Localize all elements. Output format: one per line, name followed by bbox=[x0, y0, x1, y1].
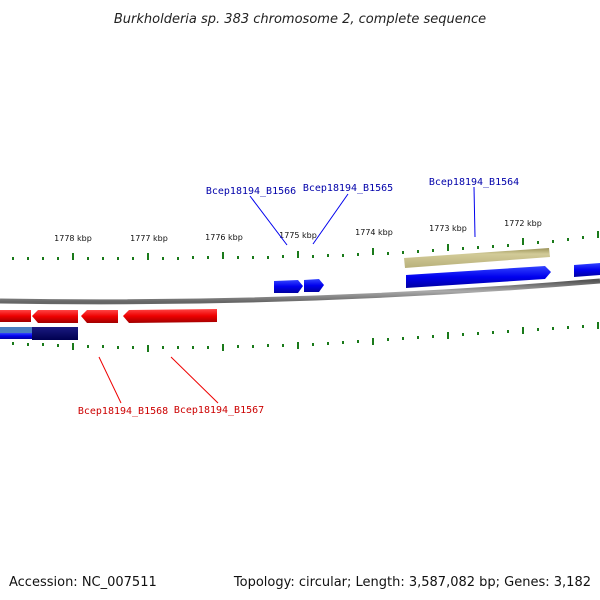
gene-navy[interactable] bbox=[32, 327, 78, 340]
gene-red-2[interactable] bbox=[32, 310, 78, 323]
gene-bcep18194-b1568[interactable] bbox=[81, 310, 118, 323]
leader-line-b1566 bbox=[249, 195, 288, 246]
accession-text: Accession: NC_007511 bbox=[9, 575, 157, 590]
khaki-feature[interactable] bbox=[404, 248, 550, 268]
gene-label-b1565[interactable]: Bcep18194_B1565 bbox=[303, 183, 393, 194]
gene-partial-right[interactable] bbox=[574, 263, 600, 277]
upper-minor-ticks bbox=[12, 231, 599, 260]
scale-label-1773: 1773 kbp bbox=[429, 224, 467, 233]
scale-label-1777: 1777 kbp bbox=[130, 234, 168, 243]
gene-label-b1567[interactable]: Bcep18194_B1567 bbox=[174, 405, 264, 416]
gene-bcep18194-b1567[interactable] bbox=[123, 309, 217, 323]
gene-label-b1568[interactable]: Bcep18194_B1568 bbox=[78, 406, 168, 417]
reverse-gene-labels: Bcep18194_B1568 Bcep18194_B1567 bbox=[78, 356, 264, 417]
gene-partial-left-red[interactable] bbox=[0, 310, 31, 322]
reverse-strand-features bbox=[0, 309, 217, 340]
leader-line-b1568 bbox=[98, 356, 122, 404]
scale-label-1775: 1775 kbp bbox=[279, 231, 317, 240]
leader-line-b1567 bbox=[170, 356, 219, 404]
gene-blue-lower[interactable] bbox=[0, 333, 33, 339]
chromosome-backbone bbox=[0, 278, 600, 305]
lower-tick-track bbox=[12, 322, 599, 352]
genome-summary-text: Topology: circular; Length: 3,587,082 bp… bbox=[233, 575, 591, 590]
gene-light-blue[interactable] bbox=[0, 327, 33, 333]
forward-strand-features bbox=[274, 248, 600, 293]
scale-label-1778: 1778 kbp bbox=[54, 234, 92, 243]
map-title: Burkholderia sp. 383 chromosome 2, compl… bbox=[114, 12, 486, 27]
gene-bcep18194-b1565[interactable] bbox=[304, 279, 324, 292]
forward-gene-labels: Bcep18194_B1566 Bcep18194_B1565 Bcep1819… bbox=[206, 177, 519, 246]
gene-label-b1564[interactable]: Bcep18194_B1564 bbox=[429, 177, 519, 188]
scale-label-1772: 1772 kbp bbox=[504, 219, 542, 228]
scale-label-1776: 1776 kbp bbox=[205, 233, 243, 242]
gene-bcep18194-b1566[interactable] bbox=[274, 280, 303, 293]
gene-bcep18194-b1564[interactable] bbox=[406, 266, 551, 288]
scale-label-1774: 1774 kbp bbox=[355, 228, 393, 237]
upper-tick-track: 1778 kbp 1777 kbp 1776 kbp 1775 kbp 1774… bbox=[12, 219, 599, 260]
leader-line-b1565 bbox=[312, 193, 349, 245]
gene-label-b1566[interactable]: Bcep18194_B1566 bbox=[206, 186, 296, 197]
leader-line-b1564 bbox=[473, 186, 476, 238]
